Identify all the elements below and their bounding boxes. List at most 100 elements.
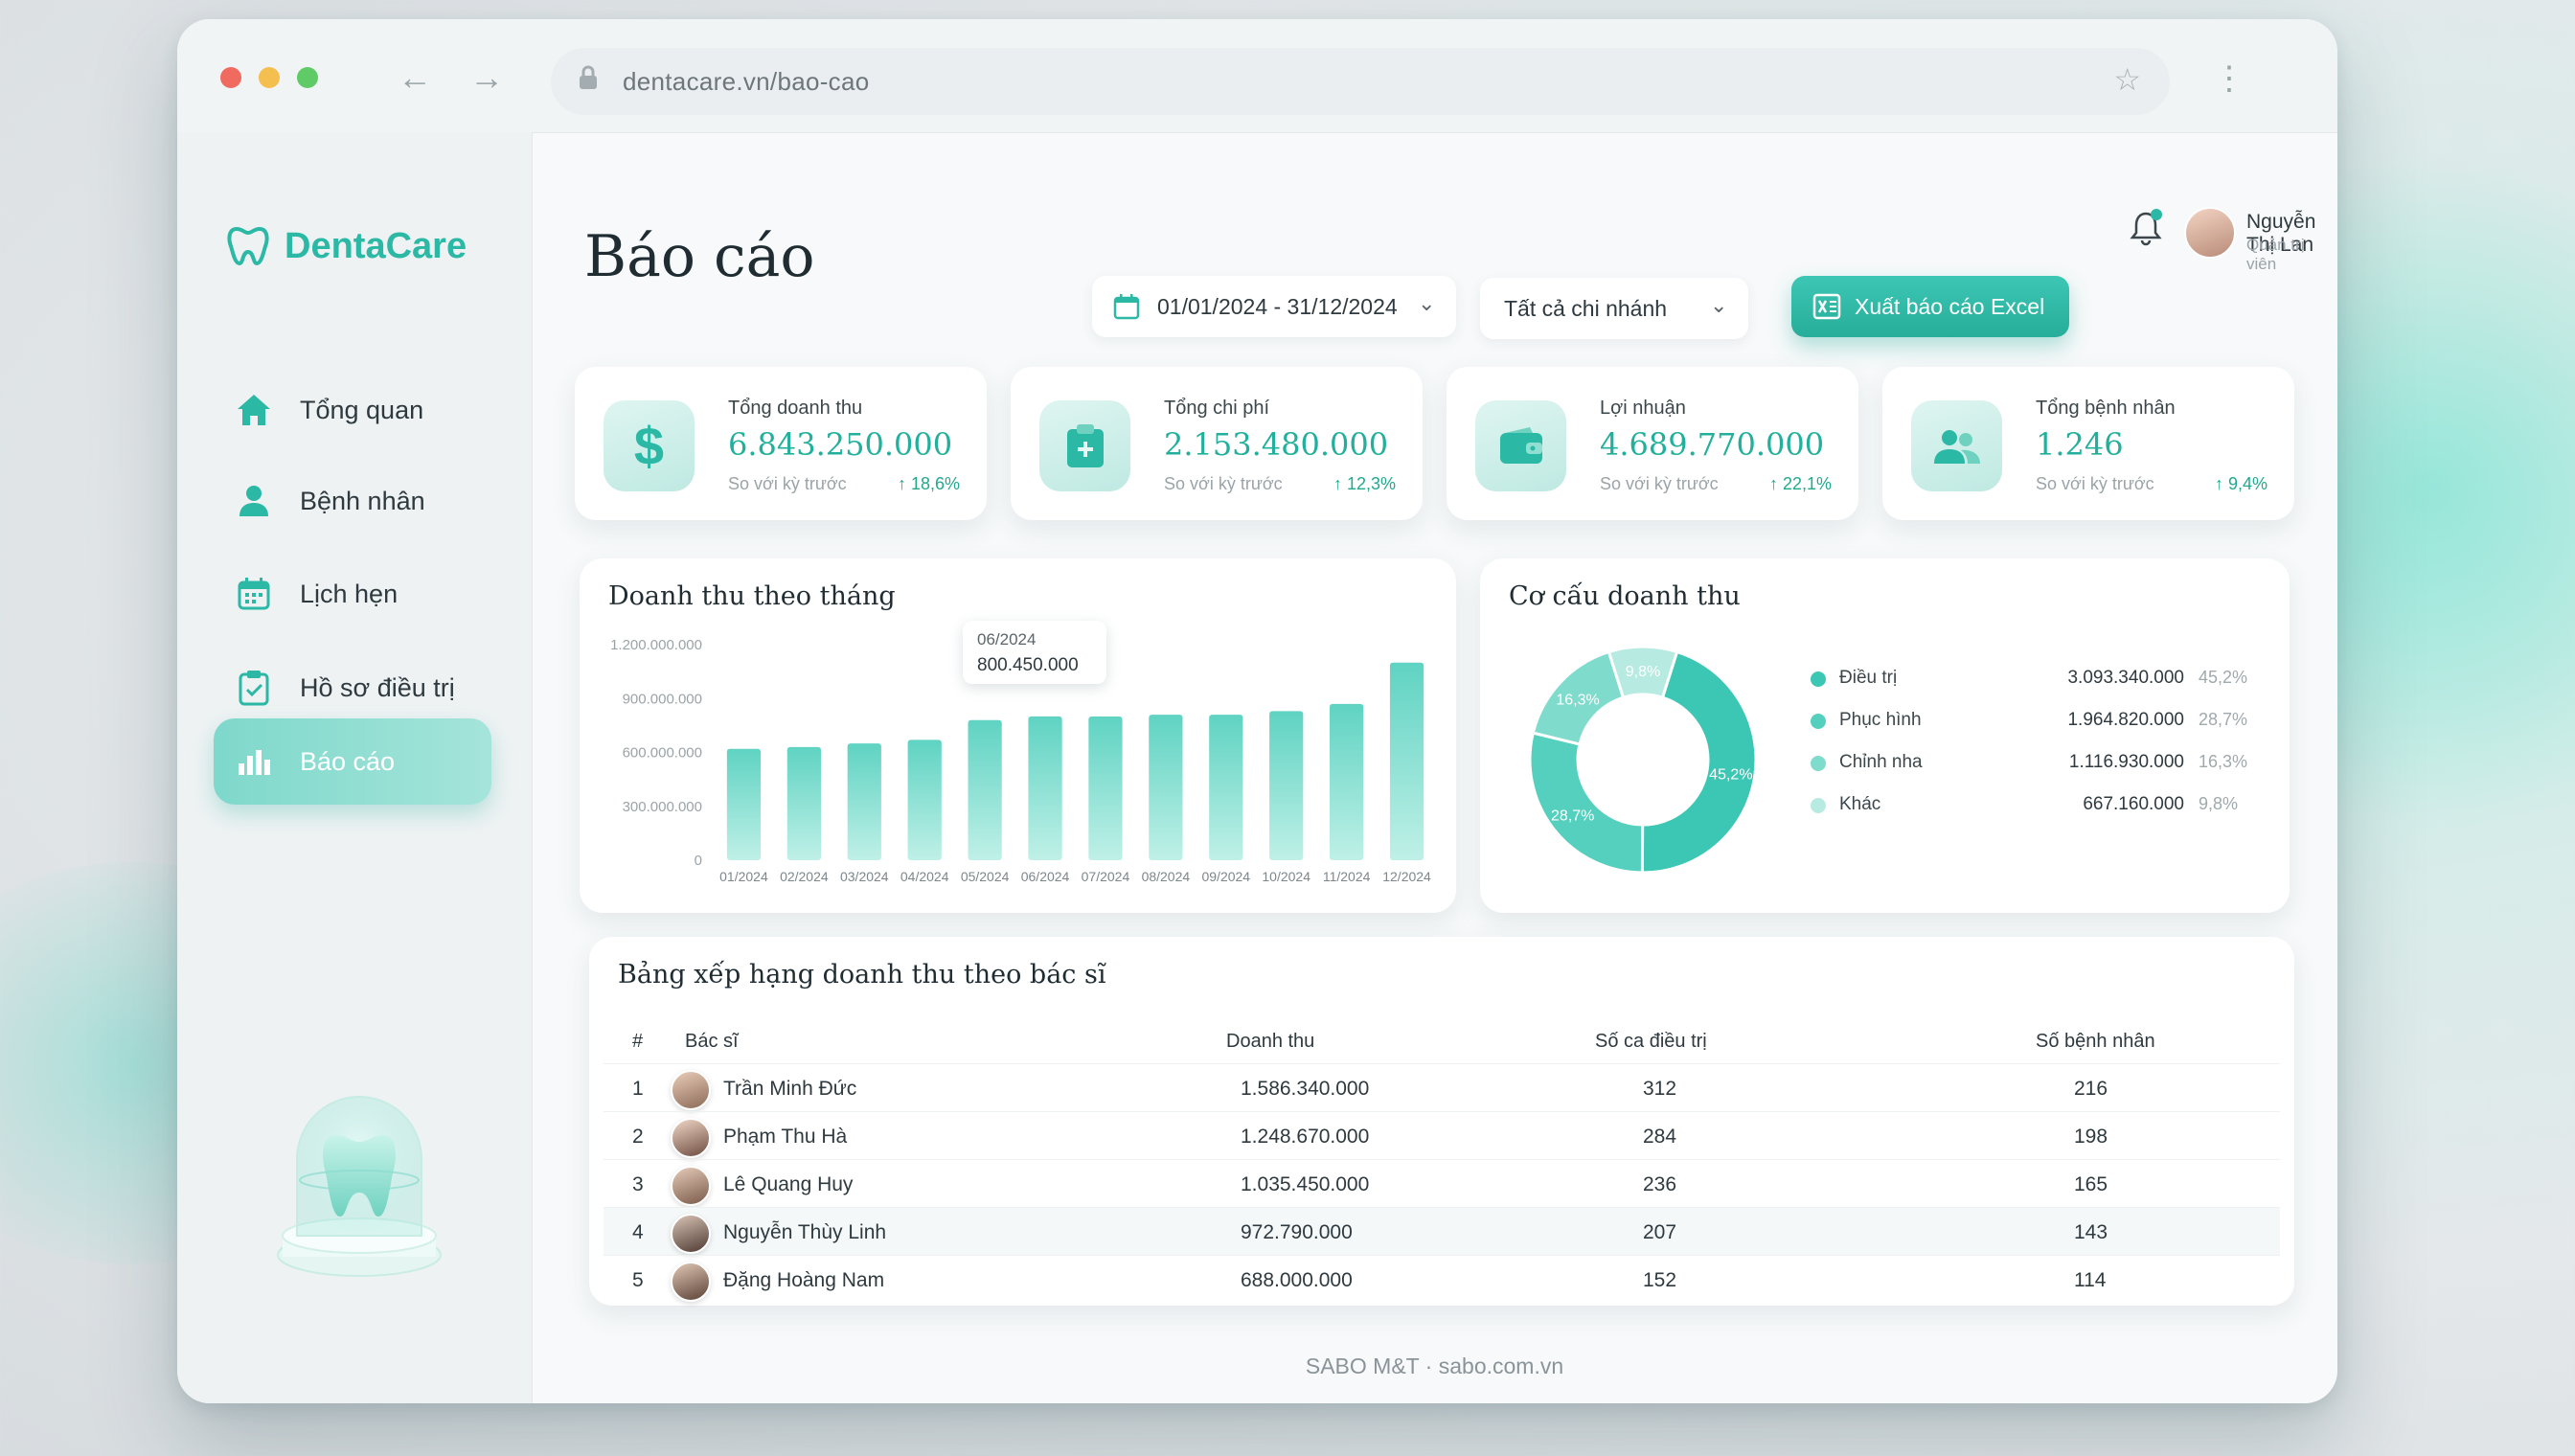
legend-percent: 45,2% xyxy=(2199,668,2248,687)
column-header-patients[interactable]: Số bệnh nhân xyxy=(2036,1031,2155,1052)
address-bar[interactable]: dentacare.vn/bao-cao ☆ xyxy=(551,48,2170,115)
legend-label: Khác xyxy=(1839,794,1881,814)
brand-logo[interactable]: DentaCare xyxy=(225,223,467,269)
sidebar-item-label: Bệnh nhân xyxy=(300,486,425,515)
panel-title: Doanh thu theo tháng xyxy=(608,581,896,611)
date-range-picker[interactable]: 01/01/2024 - 31/12/2024 ⌄ xyxy=(1092,276,1456,337)
clipboard-icon xyxy=(235,669,273,707)
x-tick-label: 05/2024 xyxy=(961,869,1010,884)
bookmark-star-icon[interactable]: ☆ xyxy=(2113,62,2141,97)
donut-percent-label: 28,7% xyxy=(1551,808,1594,824)
revenue-bar[interactable] xyxy=(1028,716,1062,860)
user-role: Quản trị viên xyxy=(2246,236,2305,273)
forward-arrow-icon[interactable]: → xyxy=(469,57,504,97)
minimize-window-dot[interactable] xyxy=(259,67,280,88)
browser-menu-icon[interactable]: ⋮ xyxy=(2213,60,2245,97)
sidebar-item-patients[interactable]: Bệnh nhân xyxy=(214,458,491,544)
legend-swatch xyxy=(1811,714,1826,729)
cases-cell: 236 xyxy=(1643,1173,1677,1195)
calendar-icon xyxy=(1113,294,1140,320)
back-arrow-icon[interactable]: ← xyxy=(398,57,432,97)
url-text: dentacare.vn/bao-cao xyxy=(623,67,870,96)
bar-chart-icon xyxy=(235,742,273,781)
legend-label: Điều trị xyxy=(1839,668,1898,688)
revenue-structure-panel: Cơ cấu doanh thu 45,2% 28,7% 16,3% 9,8% Điề… xyxy=(1480,558,2290,913)
table-row[interactable]: 5 Đặng Hoàng Nam 688.000.000 152 114 xyxy=(604,1255,2280,1304)
revenue-bar[interactable] xyxy=(726,748,762,860)
sidebar-item-appointments[interactable]: Lịch hẹn xyxy=(214,551,491,637)
revenue-cell: 1.035.450.000 xyxy=(1241,1173,1370,1195)
y-tick-label: 900.000.000 xyxy=(623,691,702,707)
donut-slice[interactable] xyxy=(1640,649,1758,875)
revenue-bar[interactable] xyxy=(1269,711,1304,860)
revenue-bar[interactable] xyxy=(968,719,1002,860)
doctor-avatar xyxy=(671,1214,711,1254)
legend-swatch xyxy=(1811,671,1826,687)
chevron-down-icon: ⌄ xyxy=(1418,291,1436,315)
panel-title: Cơ cấu doanh thu xyxy=(1509,581,1741,611)
user-icon xyxy=(235,482,273,520)
donut-slice[interactable] xyxy=(1528,731,1645,875)
kpi-compare-text: So với kỳ trước xyxy=(1164,474,1283,493)
tooltip-month: 06/2024 xyxy=(977,630,1037,648)
revenue-bar[interactable] xyxy=(847,743,881,860)
doctor-avatar xyxy=(671,1262,711,1302)
revenue-cell: 1.586.340.000 xyxy=(1241,1078,1370,1100)
legend-value: 1.964.820.000 xyxy=(2067,710,2184,730)
column-header-cases[interactable]: Số ca điều trị xyxy=(1595,1031,1707,1052)
table-row[interactable]: 1 Trần Minh Đức 1.586.340.000 312 216 xyxy=(604,1063,2280,1112)
export-excel-button[interactable]: Xuất báo cáo Excel xyxy=(1791,276,2069,337)
sidebar-item-label: Tổng quan xyxy=(300,395,424,424)
cases-cell: 207 xyxy=(1643,1221,1677,1243)
kpi-delta: ↑ 22,1% xyxy=(1768,474,1832,493)
revenue-bar[interactable] xyxy=(1088,717,1123,860)
calendar-icon xyxy=(235,575,273,613)
y-tick-label: 300.000.000 xyxy=(623,799,702,815)
column-header-rank[interactable]: # xyxy=(632,1031,644,1052)
kpi-card-total-revenue: $ Tổng doanh thu 6.843.250.000 So với kỳ… xyxy=(575,367,987,520)
revenue-bar[interactable] xyxy=(786,746,821,860)
sidebar-item-reports[interactable]: Báo cáo xyxy=(214,718,491,805)
kpi-label: Tổng doanh thu xyxy=(728,398,863,419)
sidebar: DentaCare Tổng quan Bệnh nhân Lịch hẹn H… xyxy=(177,132,533,1403)
revenue-donut-chart: 45,2% 28,7% 16,3% 9,8% xyxy=(1528,645,1758,875)
donut-slice[interactable] xyxy=(1607,645,1679,700)
x-tick-label: 02/2024 xyxy=(780,869,829,884)
close-window-dot[interactable] xyxy=(220,67,241,88)
kpi-card-profit: Lợi nhuận 4.689.770.000 So với kỳ trước … xyxy=(1447,367,1858,520)
kpi-delta: ↑ 18,6% xyxy=(897,474,960,493)
revenue-bar[interactable] xyxy=(1389,662,1424,860)
kpi-delta: ↑ 9,4% xyxy=(2214,474,2267,493)
table-row[interactable]: 2 Phạm Thu Hà 1.248.670.000 284 198 xyxy=(604,1111,2280,1160)
panel-title: Bảng xếp hạng doanh thu theo bác sĩ xyxy=(618,960,1106,990)
kpi-label: Lợi nhuận xyxy=(1600,398,1686,419)
lock-icon xyxy=(580,65,597,89)
x-tick-label: 07/2024 xyxy=(1082,869,1130,884)
revenue-bar[interactable] xyxy=(1209,715,1243,860)
sidebar-item-overview[interactable]: Tổng quan xyxy=(214,367,491,453)
patients-cell: 165 xyxy=(2074,1173,2108,1195)
revenue-bar[interactable] xyxy=(1330,703,1364,860)
branch-select[interactable]: Tất cả chi nhánh ⌄ xyxy=(1480,278,1748,339)
revenue-bar[interactable] xyxy=(1149,715,1183,860)
brand-name: DentaCare xyxy=(285,225,467,266)
user-name[interactable]: Nguyễn Thị Lan xyxy=(2246,211,2316,256)
legend-percent: 28,7% xyxy=(2199,710,2248,729)
column-header-revenue[interactable]: Doanh thu xyxy=(1226,1031,1315,1052)
column-header-doctor[interactable]: Bác sĩ xyxy=(685,1031,739,1052)
legend-percent: 16,3% xyxy=(2199,752,2248,771)
maximize-window-dot[interactable] xyxy=(297,67,318,88)
tooth-logo-icon xyxy=(227,226,269,266)
table-row[interactable]: 4 Nguyễn Thùy Linh 972.790.000 207 143 xyxy=(604,1207,2280,1256)
revenue-bar[interactable] xyxy=(907,739,942,860)
x-tick-label: 12/2024 xyxy=(1382,869,1431,884)
revenue-cell: 688.000.000 xyxy=(1241,1269,1353,1291)
table-row[interactable]: 3 Lê Quang Huy 1.035.450.000 236 165 xyxy=(604,1159,2280,1208)
user-avatar[interactable] xyxy=(2184,207,2236,259)
legend-row: Điều trị 3.093.340.000 45,2% xyxy=(1811,666,2270,694)
x-tick-label: 06/2024 xyxy=(1021,869,1070,884)
kpi-card-total-cost: Tổng chi phí 2.153.480.000 So với kỳ trư… xyxy=(1011,367,1423,520)
x-tick-label: 11/2024 xyxy=(1323,869,1371,884)
kpi-value: 6.843.250.000 xyxy=(728,426,953,463)
sidebar-item-treatment-records[interactable]: Hồ sơ điều trị xyxy=(214,645,491,731)
